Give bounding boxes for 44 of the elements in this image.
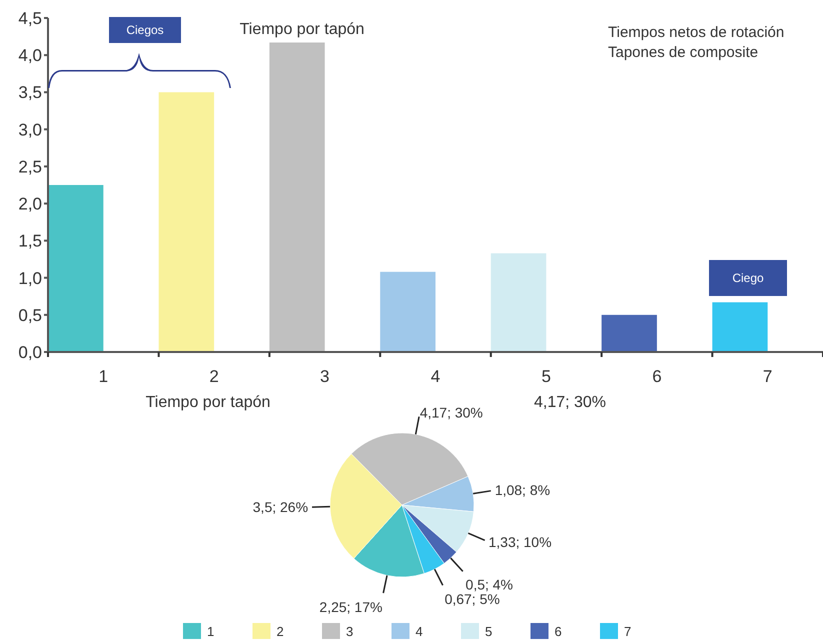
y-tick-label: 3,0: [18, 120, 42, 140]
x-tick-label: 5: [541, 367, 551, 386]
data-label: 1,08; 8%: [494, 482, 550, 498]
y-tick-label: 1,0: [18, 268, 42, 288]
chart-title: Tiempo por tapón: [240, 21, 364, 38]
text: Tiempos netos de rotación Tapones de composite: [608, 24, 784, 61]
data-label: 2,25; 17%: [319, 598, 382, 615]
annotation: Ciegos: [126, 23, 164, 37]
x-tick-label: 6: [652, 367, 662, 386]
x-tick-label: 2: [209, 367, 219, 386]
y-tick-label: 1,5: [18, 232, 42, 251]
data-label: 1,33; 10%: [488, 534, 552, 550]
bar: [490, 253, 546, 352]
y-tick-label: 3,5: [18, 83, 42, 102]
data-label: 3,5; 26%: [252, 499, 308, 516]
legend-label: 4: [416, 624, 423, 639]
bar: [602, 314, 657, 352]
x-tick-label: 4: [430, 367, 440, 386]
text: 4,17; 30%: [534, 394, 606, 411]
data-label: 0,5; 4%: [466, 576, 514, 592]
data-label: 4,17; 30%: [420, 404, 483, 421]
bar: [158, 92, 214, 352]
legend-label: 6: [554, 624, 562, 639]
y-tick-label: 2,5: [18, 157, 42, 176]
y-tick-label: 0,5: [18, 306, 42, 325]
x-tick-label: 7: [762, 367, 772, 386]
legend-label: 2: [276, 624, 284, 639]
data-label: 0,67; 5%: [444, 590, 500, 607]
legend-label: 3: [346, 624, 354, 639]
chart-title: Tiempo por tapón: [146, 394, 270, 411]
y-tick-label: 0,0: [18, 343, 42, 362]
y-tick-label: 4,0: [18, 46, 42, 66]
bar: [269, 42, 325, 352]
y-tick-label: 4,5: [18, 9, 42, 28]
bar: [712, 302, 768, 352]
bar: [380, 272, 436, 352]
y-tick-label: 2,0: [18, 194, 42, 214]
x-tick-label: 1: [98, 367, 108, 386]
annotation: Ciego: [732, 271, 764, 285]
legend-label: 1: [207, 624, 214, 639]
bar: [48, 185, 104, 352]
legend-label: 7: [624, 624, 632, 639]
x-tick-label: 3: [320, 367, 330, 386]
legend-label: 5: [485, 624, 492, 639]
